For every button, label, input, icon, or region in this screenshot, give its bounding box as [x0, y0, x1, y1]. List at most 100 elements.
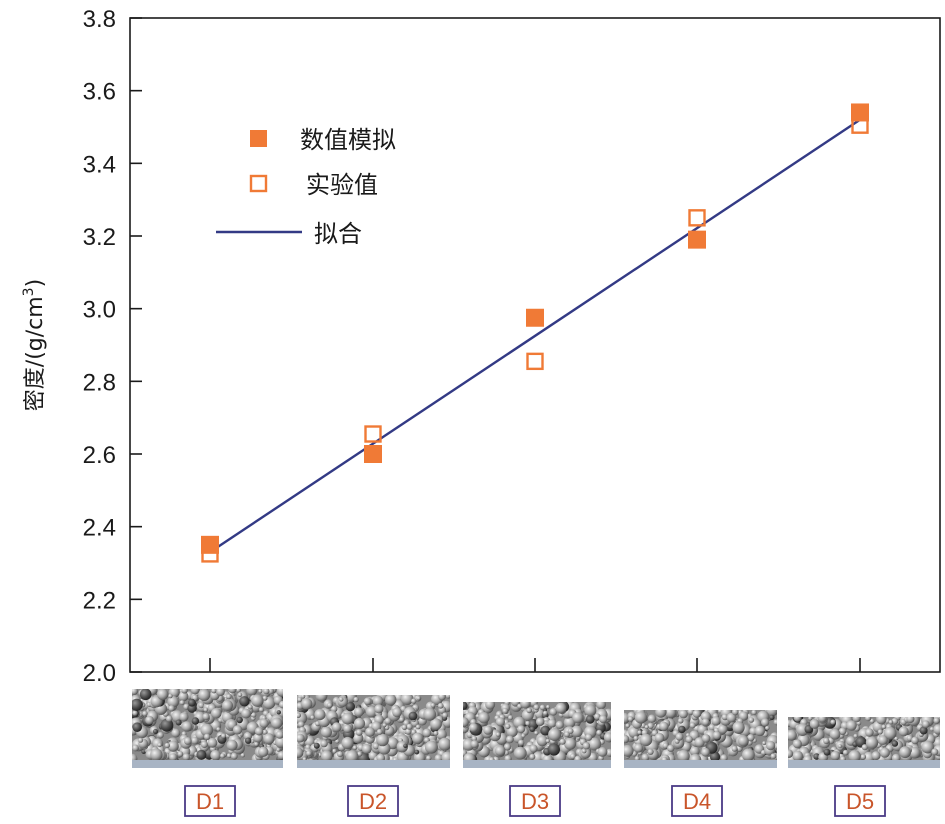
particle: [203, 707, 209, 713]
particle: [263, 733, 275, 745]
particle: [258, 707, 264, 713]
particle: [145, 715, 154, 725]
particle: [339, 697, 344, 702]
particle: [316, 695, 328, 702]
particle: [637, 730, 642, 735]
particle: [525, 720, 531, 726]
particle: [692, 710, 701, 718]
particle: [559, 738, 566, 745]
sample-label-box: [671, 785, 723, 817]
particle: [167, 696, 179, 708]
sample-image-d5: [788, 717, 940, 768]
particle: [545, 738, 550, 744]
particle: [584, 704, 597, 717]
particle: [357, 751, 363, 757]
particle: [848, 750, 861, 760]
particle: [718, 724, 728, 734]
particle: [313, 742, 320, 749]
particle: [505, 723, 511, 730]
particle: [414, 749, 420, 755]
particle: [765, 725, 770, 731]
particle: [933, 717, 940, 724]
particle: [891, 740, 899, 747]
particle: [689, 746, 700, 756]
particle: [838, 727, 847, 736]
particle: [182, 753, 190, 760]
particle: [331, 722, 342, 733]
particle: [542, 754, 553, 760]
particle: [865, 728, 874, 737]
particle: [470, 740, 479, 749]
particle: [376, 733, 389, 747]
sample-label-box: [834, 785, 886, 817]
particle: [232, 725, 243, 735]
particle: [332, 748, 337, 754]
particle: [536, 735, 548, 747]
particle: [659, 721, 669, 732]
particle: [919, 726, 928, 735]
particle: [400, 695, 414, 705]
particle: [258, 689, 263, 694]
experiment-point: [201, 545, 219, 563]
particle: [508, 715, 513, 721]
particle: [677, 749, 690, 760]
y-axis: 2.0 2.2 2.4 2.6 2.8 3.0 3.2 3.4 3.6 3.8: [83, 6, 142, 687]
particle: [761, 718, 770, 727]
particle: [251, 694, 264, 707]
particle: [792, 739, 802, 749]
particle: [529, 726, 536, 732]
particle: [655, 710, 667, 718]
particle: [301, 698, 313, 710]
sample-label-box: [184, 785, 236, 817]
particle: [426, 755, 432, 760]
particle: [372, 695, 384, 707]
particle: [306, 750, 312, 757]
particle: [624, 734, 630, 744]
particle: [471, 735, 477, 742]
particle: [302, 757, 307, 760]
particle: [564, 737, 577, 750]
particle: [463, 717, 469, 728]
particle: [160, 718, 174, 732]
particle: [751, 710, 757, 716]
particle: [157, 742, 162, 748]
particle: [175, 719, 182, 726]
particle: [596, 702, 606, 710]
particle: [624, 744, 634, 757]
legend-label-fit: 拟合: [314, 220, 362, 248]
y-axis-label-superscript: 3: [21, 287, 37, 296]
sample-image-d2: [297, 695, 450, 768]
particle: [503, 743, 512, 751]
particle: [861, 744, 868, 751]
fit-line: [209, 118, 861, 554]
particle: [891, 717, 899, 725]
particle: [526, 707, 532, 714]
particle: [164, 742, 170, 749]
particle: [793, 717, 802, 722]
particle: [253, 733, 263, 743]
particle: [647, 748, 654, 756]
particle: [376, 728, 383, 735]
y-tick-label: 3.4: [83, 151, 116, 178]
particle: [463, 752, 476, 760]
particle: [207, 737, 218, 748]
particle: [891, 753, 901, 760]
particle: [478, 712, 490, 724]
particle: [485, 702, 496, 710]
particle: [495, 732, 501, 737]
particle: [494, 745, 506, 756]
particle: [547, 743, 561, 756]
particle: [808, 717, 813, 721]
particle: [153, 729, 158, 734]
substrate-layer: [463, 760, 611, 768]
particle: [132, 753, 138, 760]
particle: [246, 689, 258, 696]
particle: [823, 737, 830, 745]
particle: [840, 756, 846, 760]
particle: [210, 750, 221, 760]
simulation-point: [688, 230, 706, 249]
particle: [506, 726, 518, 738]
particle: [533, 704, 540, 711]
particle: [408, 711, 418, 721]
